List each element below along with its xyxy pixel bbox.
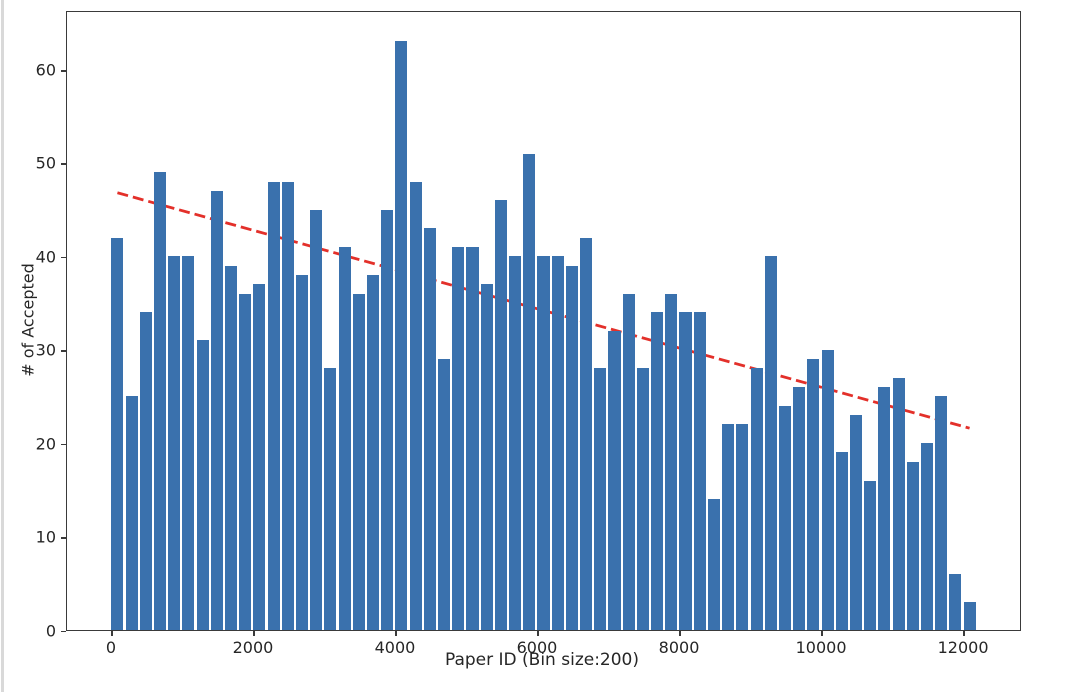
bar [835,452,848,630]
bar [537,256,550,630]
bar [296,274,309,630]
y-tick-mark [61,256,66,259]
bar [821,349,834,630]
bar [452,246,465,630]
x-axis-label: Paper ID (Bin size:200) [444,650,640,670]
bar [523,153,536,630]
bar [778,405,791,630]
bar [267,181,280,630]
bar [239,293,252,630]
bar [438,359,451,630]
bar [892,377,905,630]
bar [139,312,152,630]
window-edge-line [1,0,4,692]
bar [580,237,593,630]
bar [225,265,238,630]
bar [182,256,195,630]
bar [423,228,436,630]
bar [849,415,862,630]
y-tick-label: 20 [35,434,56,454]
x-tick-mark [536,630,539,636]
bar [409,181,422,630]
bar [210,190,223,630]
bar [807,359,820,630]
bar [324,368,337,630]
bar [679,312,692,630]
bar [196,340,209,630]
bar [480,284,493,630]
bar [168,256,181,630]
bar [125,396,138,630]
bar [338,246,351,630]
bar [736,424,749,630]
y-tick-label: 30 [35,340,56,360]
bar [551,256,564,630]
bar [153,172,167,630]
bar [608,331,621,630]
bar [793,387,806,630]
bar [935,396,948,630]
x-tick-label: 4000 [374,638,416,657]
bar [381,209,394,630]
x-tick-label: 6000 [516,638,558,657]
x-tick-label: 12000 [937,638,989,657]
x-tick-mark [963,630,965,636]
bar [111,237,124,630]
bar [494,200,507,630]
bar [281,181,294,630]
bar [963,601,976,630]
y-tick-label: 40 [35,247,56,267]
bar [509,256,522,630]
bar [651,312,664,630]
x-tick-mark [394,630,397,636]
bar [565,265,578,630]
bar [636,368,649,630]
bar [253,284,266,630]
y-tick-mark [61,443,66,446]
x-tick-label: 2000 [232,638,274,657]
bar [367,274,380,630]
bar [906,461,919,630]
bar [949,573,962,630]
bar [395,41,408,630]
y-tick-mark [61,537,66,539]
bar [693,312,706,630]
bar [920,443,933,630]
bar [878,387,891,630]
x-tick-mark [252,630,255,636]
x-tick-label: 0 [105,638,116,657]
bar [594,368,607,630]
x-tick-label: 10000 [795,638,847,657]
bar [310,209,323,630]
y-tick-label: 10 [35,527,56,547]
bar [707,499,720,630]
bar [622,293,635,630]
bar [352,293,365,630]
y-tick-mark [61,70,66,72]
bar [750,368,763,630]
y-tick-label: 60 [35,60,56,80]
bar [665,293,678,630]
plot-area [66,11,1021,631]
x-tick-mark [679,630,681,636]
bar [466,246,479,630]
y-tick-mark [61,630,66,633]
x-tick-mark [821,630,823,636]
y-tick-label: 0 [45,621,56,641]
y-tick-mark [61,163,66,166]
y-tick-mark [61,350,66,352]
bar [764,256,777,630]
x-tick-mark [110,630,113,636]
y-tick-label: 50 [35,153,56,173]
x-tick-label: 8000 [658,638,700,657]
y-axis-label: # of Accepted [18,263,38,377]
bar [722,424,735,630]
bar [864,480,877,630]
